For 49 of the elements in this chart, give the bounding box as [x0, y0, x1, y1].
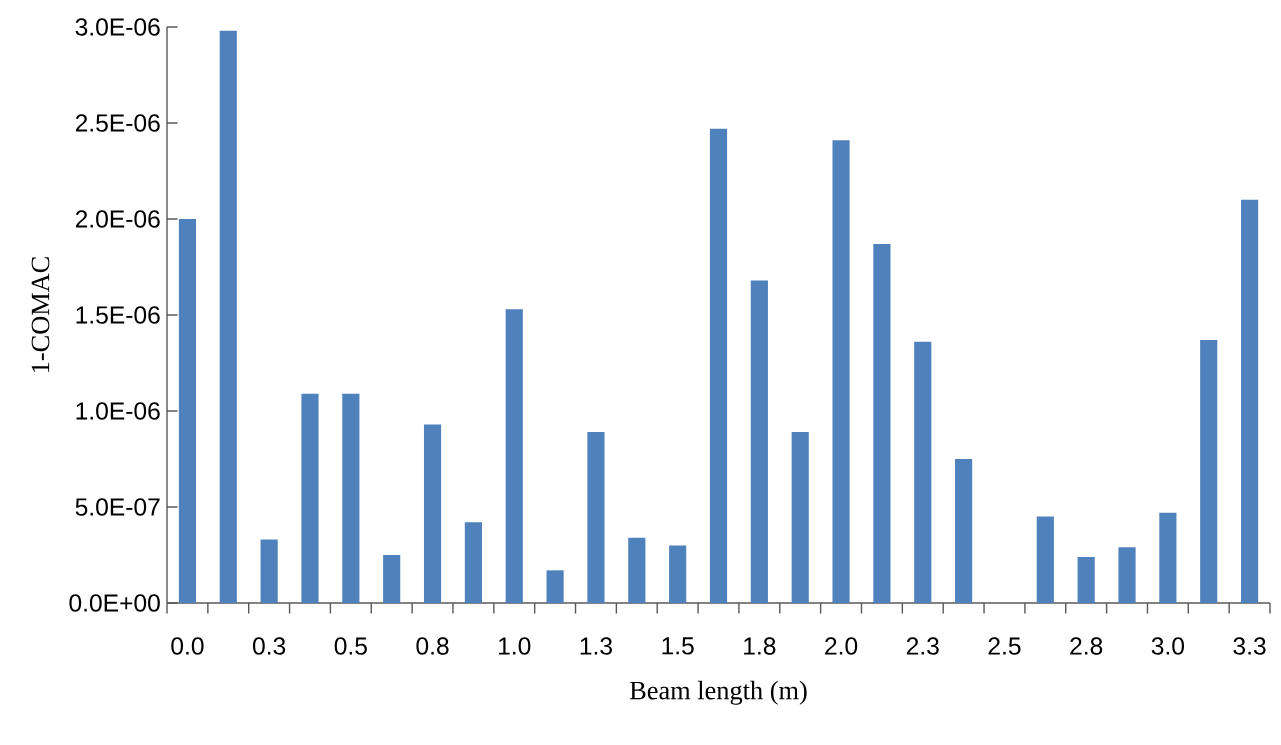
bar	[219, 30, 237, 603]
y-tick-label: 2.5E-06	[75, 114, 160, 132]
bar	[709, 128, 728, 603]
bar	[791, 432, 809, 603]
bar	[750, 280, 768, 603]
bar	[423, 424, 442, 603]
x-tick-label: 0.3	[253, 637, 286, 655]
x-tick-label: 2.5	[988, 637, 1021, 655]
bar	[1077, 556, 1095, 603]
x-tick-label: 3.3	[1233, 637, 1266, 655]
bar	[832, 140, 850, 603]
x-tick-label: 2.8	[1070, 637, 1103, 655]
y-tick-label: 3.0E-06	[75, 18, 160, 36]
x-tick-label: 1.3	[580, 637, 612, 655]
bar	[383, 554, 401, 603]
x-axis-title: Beam length (m)	[629, 680, 807, 705]
bar	[914, 341, 932, 603]
y-tick-label: 0.0E+00	[69, 594, 160, 612]
bar	[505, 309, 523, 603]
bar	[628, 537, 646, 603]
y-tick-label: 1.0E-06	[76, 402, 160, 420]
x-tick-label: 0.0	[171, 637, 204, 655]
bar	[260, 539, 278, 603]
bar	[1159, 512, 1177, 603]
bar	[178, 218, 197, 603]
bar	[546, 570, 564, 603]
x-tick-label: 1.5	[662, 637, 694, 655]
x-tick-label: 2.0	[825, 637, 858, 655]
bar	[873, 243, 891, 603]
bar	[1240, 199, 1259, 603]
bar	[1200, 339, 1218, 603]
bar	[464, 522, 482, 603]
bar	[955, 458, 973, 603]
x-tick-label: 2.3	[906, 637, 939, 655]
bar	[1118, 547, 1136, 603]
x-tick-label: 3.0	[1151, 637, 1185, 655]
y-tick-label: 5.0E-07	[75, 498, 160, 516]
bar	[1036, 516, 1054, 603]
y-tick-label: 1.5E-06	[76, 306, 160, 324]
bar	[342, 393, 360, 603]
x-tick-label: 0.5	[334, 637, 367, 655]
bar	[587, 432, 605, 603]
x-tick-label: 1.0	[499, 637, 531, 655]
bar	[301, 393, 319, 603]
y-axis-title: 1-COMAC	[31, 257, 50, 372]
x-tick-label: 1.8	[744, 637, 776, 655]
x-tick-label: 0.8	[416, 637, 449, 655]
bar	[669, 545, 687, 603]
y-tick-label: 2.0E-06	[75, 210, 160, 228]
